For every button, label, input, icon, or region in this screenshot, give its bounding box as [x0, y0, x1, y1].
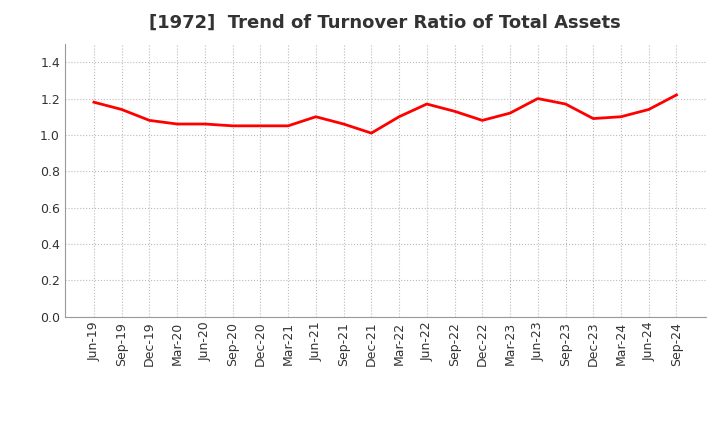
Title: [1972]  Trend of Turnover Ratio of Total Assets: [1972] Trend of Turnover Ratio of Total … [149, 13, 621, 31]
